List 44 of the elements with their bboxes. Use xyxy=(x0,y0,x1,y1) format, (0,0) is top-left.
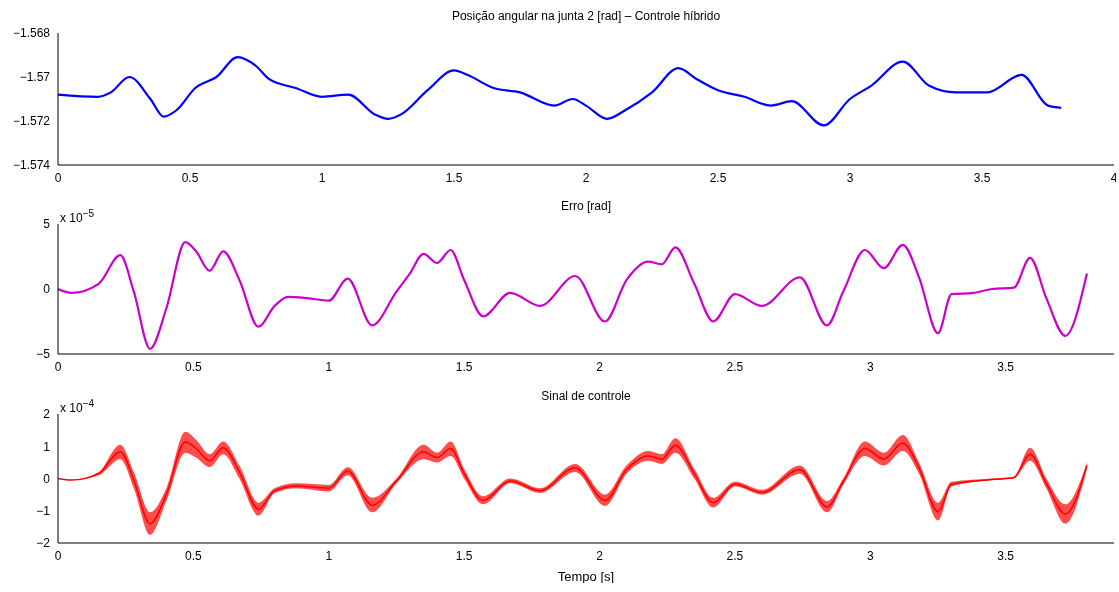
x-tick-label: 0 xyxy=(54,359,62,374)
x-tick-label: 3.5 xyxy=(997,548,1015,563)
chart-title: Sinal de controle xyxy=(541,389,631,403)
y-tick-label: 2 xyxy=(43,407,51,422)
x-tick-label: 0 xyxy=(54,548,62,563)
y-tick-label: −1.574 xyxy=(12,158,51,173)
x-tick-label: 2.5 xyxy=(726,548,744,563)
y-tick-label: 0 xyxy=(43,282,51,297)
chart-title: Posição angular na junta 2 [rad] – Controle híbrido xyxy=(450,8,722,25)
x-tick-label: 0.5 xyxy=(185,548,203,563)
y-tick-label: −1.57 xyxy=(19,70,51,85)
y-tick-label: 5 xyxy=(43,217,51,232)
x-tick-label: 3.5 xyxy=(997,359,1015,374)
x-tick-label: 2 xyxy=(596,548,604,563)
x-tick-label: 2.5 xyxy=(709,170,727,185)
x-tick-label: 3.5 xyxy=(973,170,991,185)
x-tick-label: 1.5 xyxy=(455,359,473,374)
line-series xyxy=(58,241,1089,350)
x-tick-label: 1 xyxy=(325,359,333,374)
y-tick-label: −5 xyxy=(36,347,51,362)
x-tick-label: 2 xyxy=(596,359,604,374)
x-tick-label: 0 xyxy=(54,170,62,185)
y-tick-label: 1 xyxy=(43,439,51,454)
chart-title: Erro [rad] xyxy=(560,199,611,213)
annotation: x 10$^{−4}$ xyxy=(60,397,95,415)
x-axis-title: Tempo [s] xyxy=(557,569,615,584)
y-tick-label: −1.572 xyxy=(12,114,51,129)
x-tick-label: 2 xyxy=(582,170,590,185)
x-tick-label: 2.5 xyxy=(726,359,744,374)
x-tick-label: 1 xyxy=(325,548,333,563)
annotation: x 10$^{−5}$ xyxy=(60,207,95,225)
y-tick-label: 0 xyxy=(43,471,51,486)
x-tick-label: 3 xyxy=(866,548,874,563)
x-tick-label: 0.5 xyxy=(185,359,203,374)
y-tick-label: −1 xyxy=(36,504,51,519)
y-tick-label: −2 xyxy=(36,536,51,551)
y-tick-label: −1.568 xyxy=(12,26,51,41)
x-tick-label: 3 xyxy=(846,170,854,185)
x-tick-label: 3 xyxy=(866,359,874,374)
x-tick-label: 1.5 xyxy=(445,170,463,185)
x-tick-label: 1 xyxy=(318,170,326,185)
line-series xyxy=(58,56,1063,127)
x-tick-label: 0.5 xyxy=(181,170,199,185)
x-tick-label: 1.5 xyxy=(455,548,473,563)
